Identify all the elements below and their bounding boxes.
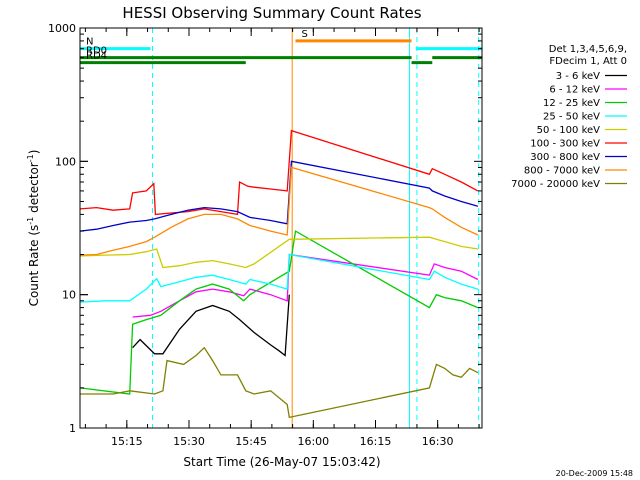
- series-line-8: [80, 346, 479, 419]
- legend-label-7: 800 - 7000 keV: [524, 166, 600, 177]
- y-tick-label-0: 1: [69, 422, 76, 435]
- legend-label-3: 25 - 50 keV: [543, 112, 600, 123]
- y-axis-label-sup2: -1: [26, 154, 35, 162]
- state-label-5: RD4: [86, 51, 107, 62]
- legend-label-6: 300 - 800 keV: [530, 152, 600, 163]
- series-line-6: [79, 160, 479, 232]
- plot-frame: [79, 27, 483, 429]
- y-axis-label-part3: ): [27, 150, 41, 155]
- state-label-2: S: [302, 29, 308, 40]
- legend-label-4: 50 - 100 keV: [537, 125, 601, 136]
- y-axis-label-part2: detector: [27, 162, 41, 217]
- y-tick-label-3: 1000: [48, 22, 76, 35]
- series-line-0: [132, 294, 290, 357]
- state-label-3: RD0: [86, 46, 107, 57]
- series-line-1: [132, 253, 479, 318]
- series-line-5: [79, 129, 479, 216]
- state-label-0: N: [86, 37, 93, 48]
- x-tick-label-2: 15:45: [235, 435, 267, 448]
- x-tick-label-5: 16:30: [422, 435, 454, 448]
- chart-title: HESSI Observing Summary Count Rates: [122, 4, 421, 22]
- y-axis-label-sup1: -1: [26, 217, 35, 225]
- legend-label-1: 6 - 12 keV: [549, 85, 600, 96]
- x-tick-label-0: 15:15: [111, 435, 143, 448]
- legend-header-line2: FDecim 1, Att 0: [549, 56, 627, 67]
- x-tick-label-1: 15:30: [173, 435, 205, 448]
- legend-header-line1: Det 1,3,4,5,6,9,: [549, 44, 627, 55]
- y-axis-label: Count Rate (s-1 detector-1): [26, 150, 41, 307]
- y-tick-label-2: 100: [55, 155, 76, 168]
- x-tick-label-4: 16:15: [360, 435, 392, 448]
- y-axis-label-part1: Count Rate (s: [27, 225, 41, 307]
- legend-label-0: 3 - 6 keV: [556, 71, 600, 82]
- legend-label-2: 12 - 25 keV: [543, 98, 600, 109]
- series-line-3: [79, 253, 479, 303]
- series-line-2: [79, 230, 479, 395]
- series-line-4: [79, 236, 479, 269]
- axes: 1 10 100 1000 15:15 15:30 15:45 16:00 16:15 16:30: [48, 22, 482, 448]
- legend-label-5: 100 - 300 keV: [530, 139, 600, 150]
- series-line-7: [79, 166, 479, 256]
- legend: Det 1,3,4,5,6,9, FDecim 1, Att 0 3 - 6 k…: [511, 44, 627, 190]
- x-axis-label: Start Time (26-May-07 15:03:42): [183, 455, 380, 469]
- x-tick-label-3: 16:00: [297, 435, 329, 448]
- y-tick-label-1: 10: [62, 289, 76, 302]
- generation-timestamp: 20-Dec-2009 15:48: [556, 469, 633, 478]
- legend-label-8: 7000 - 20000 keV: [511, 179, 600, 190]
